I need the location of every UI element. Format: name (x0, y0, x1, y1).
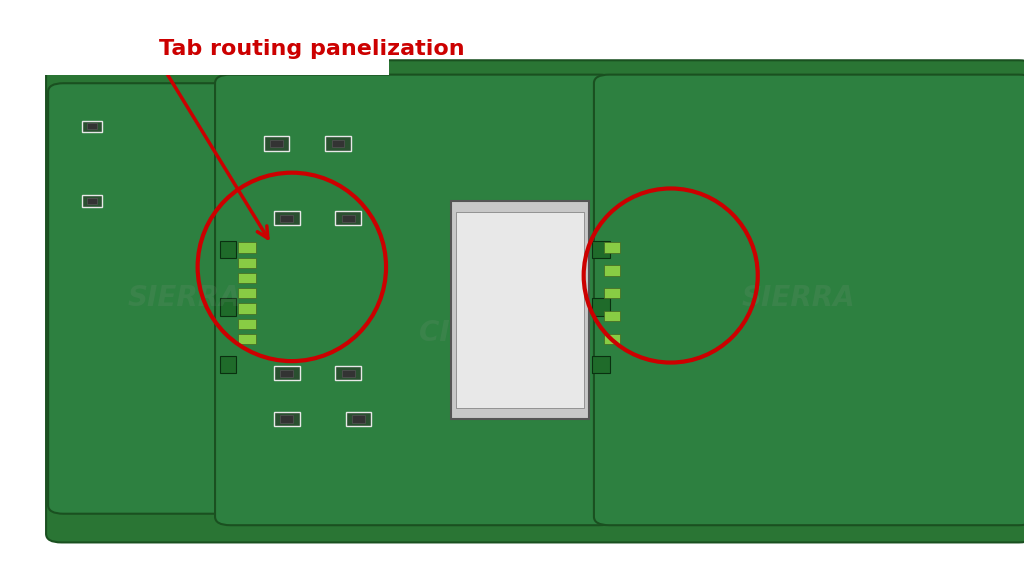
Bar (281, 215, 293, 222)
Bar (326, 136, 350, 150)
Bar (61, 69, 1019, 534)
Bar (87, 123, 97, 129)
Bar (238, 304, 256, 314)
Bar (342, 215, 354, 222)
Bar (238, 334, 256, 344)
Bar (220, 298, 236, 316)
Bar (82, 121, 102, 132)
Bar (220, 356, 236, 373)
Bar (238, 288, 256, 298)
Bar (270, 140, 283, 147)
Bar (281, 370, 293, 377)
Bar (604, 334, 620, 344)
Text: SIERRA: SIERRA (742, 285, 855, 312)
Bar (352, 416, 365, 422)
FancyBboxPatch shape (46, 60, 1024, 542)
Bar (238, 319, 256, 329)
Bar (281, 416, 293, 422)
Bar (592, 298, 610, 316)
Bar (238, 273, 256, 283)
Bar (456, 212, 584, 408)
FancyBboxPatch shape (594, 75, 1024, 525)
Bar (336, 211, 361, 225)
Bar (274, 211, 300, 225)
Bar (0, 6, 389, 75)
Bar (87, 198, 97, 204)
Bar (238, 258, 256, 268)
Bar (238, 242, 256, 253)
Bar (604, 311, 620, 321)
Bar (592, 241, 610, 258)
Bar (342, 370, 354, 377)
Bar (82, 195, 102, 207)
Text: Tab routing panelization: Tab routing panelization (159, 39, 464, 59)
Bar (451, 201, 589, 419)
Bar (604, 242, 620, 253)
Text: CIRCUITS: CIRCUITS (420, 319, 563, 347)
FancyBboxPatch shape (215, 75, 614, 525)
Bar (220, 241, 236, 258)
Bar (264, 136, 290, 150)
Text: SIERRA: SIERRA (128, 285, 241, 312)
Bar (345, 412, 371, 426)
Bar (336, 366, 361, 381)
Bar (604, 288, 620, 298)
Bar (592, 356, 610, 373)
Bar (332, 140, 344, 147)
Bar (604, 265, 620, 276)
Bar (274, 366, 300, 381)
FancyBboxPatch shape (48, 83, 238, 514)
Bar (274, 412, 300, 426)
